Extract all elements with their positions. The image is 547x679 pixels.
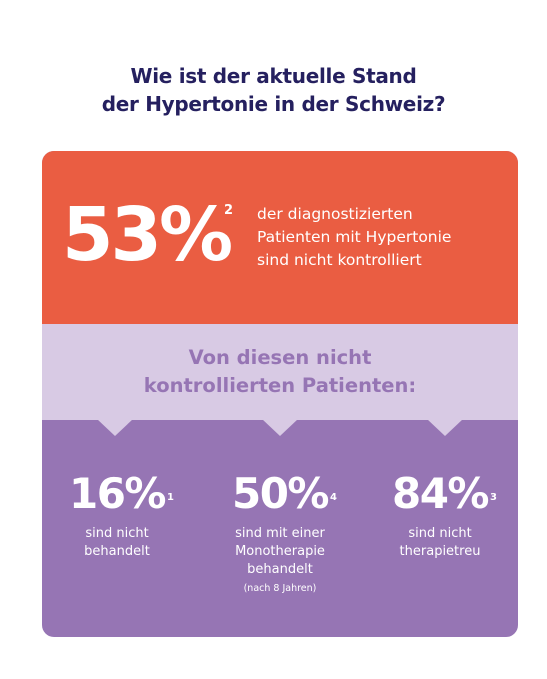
pointer-notch-2	[262, 419, 298, 436]
stat-label: sind mit einer Monotherapie behandelt	[205, 525, 355, 579]
stat-note: (nach 8 Jahren)	[243, 583, 317, 594]
subgroup-band: Von diesen nicht kontrollierten Patiente…	[42, 324, 518, 420]
headline-text-line-2: Patienten mit Hypertonie	[257, 228, 452, 246]
title-line-1: Wie ist der aktuelle Stand	[130, 64, 417, 88]
headline-text-line-1: der diagnostizierten	[257, 205, 413, 223]
stat-label: sind nicht behandelt	[42, 525, 192, 561]
stat-label-line-1: sind nicht	[85, 526, 149, 541]
headline-description: der diagnostizierten Patienten mit Hyper…	[257, 203, 507, 272]
stat-value: 84% 3	[391, 469, 497, 519]
headline-footnote: 2	[224, 203, 234, 218]
pointer-notch-3	[427, 419, 463, 436]
infographic-card: 53% 2 der diagnostizierten Patienten mit…	[42, 151, 518, 637]
headline-section: 53% 2 der diagnostizierten Patienten mit…	[42, 151, 518, 324]
stat-value: 50% 4	[231, 469, 337, 519]
stat-value-text: 84%	[391, 469, 490, 518]
stat-footnote: 3	[490, 492, 498, 503]
subgroup-heading-line-2: kontrollierten Patienten:	[143, 374, 417, 397]
stat-non-adherent: 84% 3 sind nicht therapietreu	[365, 469, 515, 561]
pointer-notch-1	[97, 419, 133, 436]
stat-footnote: 1	[167, 492, 175, 503]
subgroup-heading-line-1: Von diesen nicht	[188, 346, 372, 369]
stat-value-text: 16%	[68, 469, 167, 518]
headline-percentage: 53%	[62, 192, 233, 278]
stat-label-line-2: therapietreu	[399, 544, 481, 559]
stat-label: sind nicht therapietreu	[365, 525, 515, 561]
stat-value-text: 50%	[231, 469, 330, 518]
stat-monotherapy: 50% 4 sind mit einer Monotherapie behand…	[205, 469, 355, 597]
stat-value: 16% 1	[68, 469, 174, 519]
stat-untreated: 16% 1 sind nicht behandelt	[42, 469, 192, 561]
stat-label-line-2: behandelt	[84, 544, 150, 559]
stat-label-line-1: sind mit einer	[235, 526, 325, 541]
subgroup-heading: Von diesen nicht kontrollierten Patiente…	[42, 344, 518, 400]
stat-label-line-3: behandelt	[247, 562, 313, 577]
title-line-2: der Hypertonie in der Schweiz?	[101, 92, 446, 116]
stat-footnote: 4	[330, 492, 338, 503]
page-title: Wie ist der aktuelle Stand der Hypertoni…	[0, 62, 547, 118]
stat-label-line-1: sind nicht	[408, 526, 472, 541]
stat-label-line-2: Monotherapie	[235, 544, 325, 559]
headline-text-line-3: sind nicht kontrolliert	[257, 251, 422, 269]
